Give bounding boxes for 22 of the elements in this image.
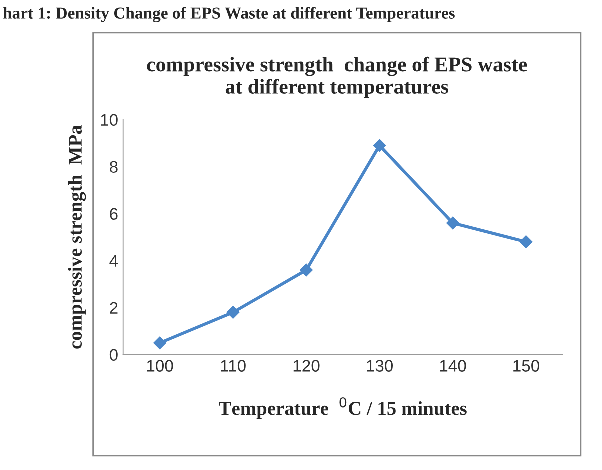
y-tick-label: 8 [110, 161, 118, 174]
x-tick-label: 100 [147, 360, 174, 372]
y-tick-label: 10 [101, 114, 118, 126]
point [226, 306, 240, 319]
y-tick-label: 4 [110, 255, 118, 267]
x-tick-label: 120 [294, 360, 320, 372]
y-tick-label: 2 [110, 302, 118, 314]
x-tick-label: 110 [221, 360, 246, 372]
y-tick-label: 0 [110, 349, 118, 362]
x-tick-label: 130 [367, 360, 394, 372]
point [300, 264, 313, 277]
x-tick-label: 140 [440, 360, 466, 372]
point [520, 236, 533, 248]
y-axis-title: compressive strength MPa [68, 125, 86, 349]
x-tick-label: 150 [514, 360, 540, 372]
point [373, 139, 386, 152]
point [446, 216, 460, 230]
text: hart 1: Density Change of EPS Waste at different Temperatures [3, 7, 455, 22]
point [154, 336, 166, 350]
chart-title: compressive strength change of EPS waste at different temperatures [147, 56, 528, 98]
y-tick-label: 6 [110, 208, 118, 220]
x-axis-title: Temperature $^{0}$C / 15 minutes [219, 397, 467, 420]
